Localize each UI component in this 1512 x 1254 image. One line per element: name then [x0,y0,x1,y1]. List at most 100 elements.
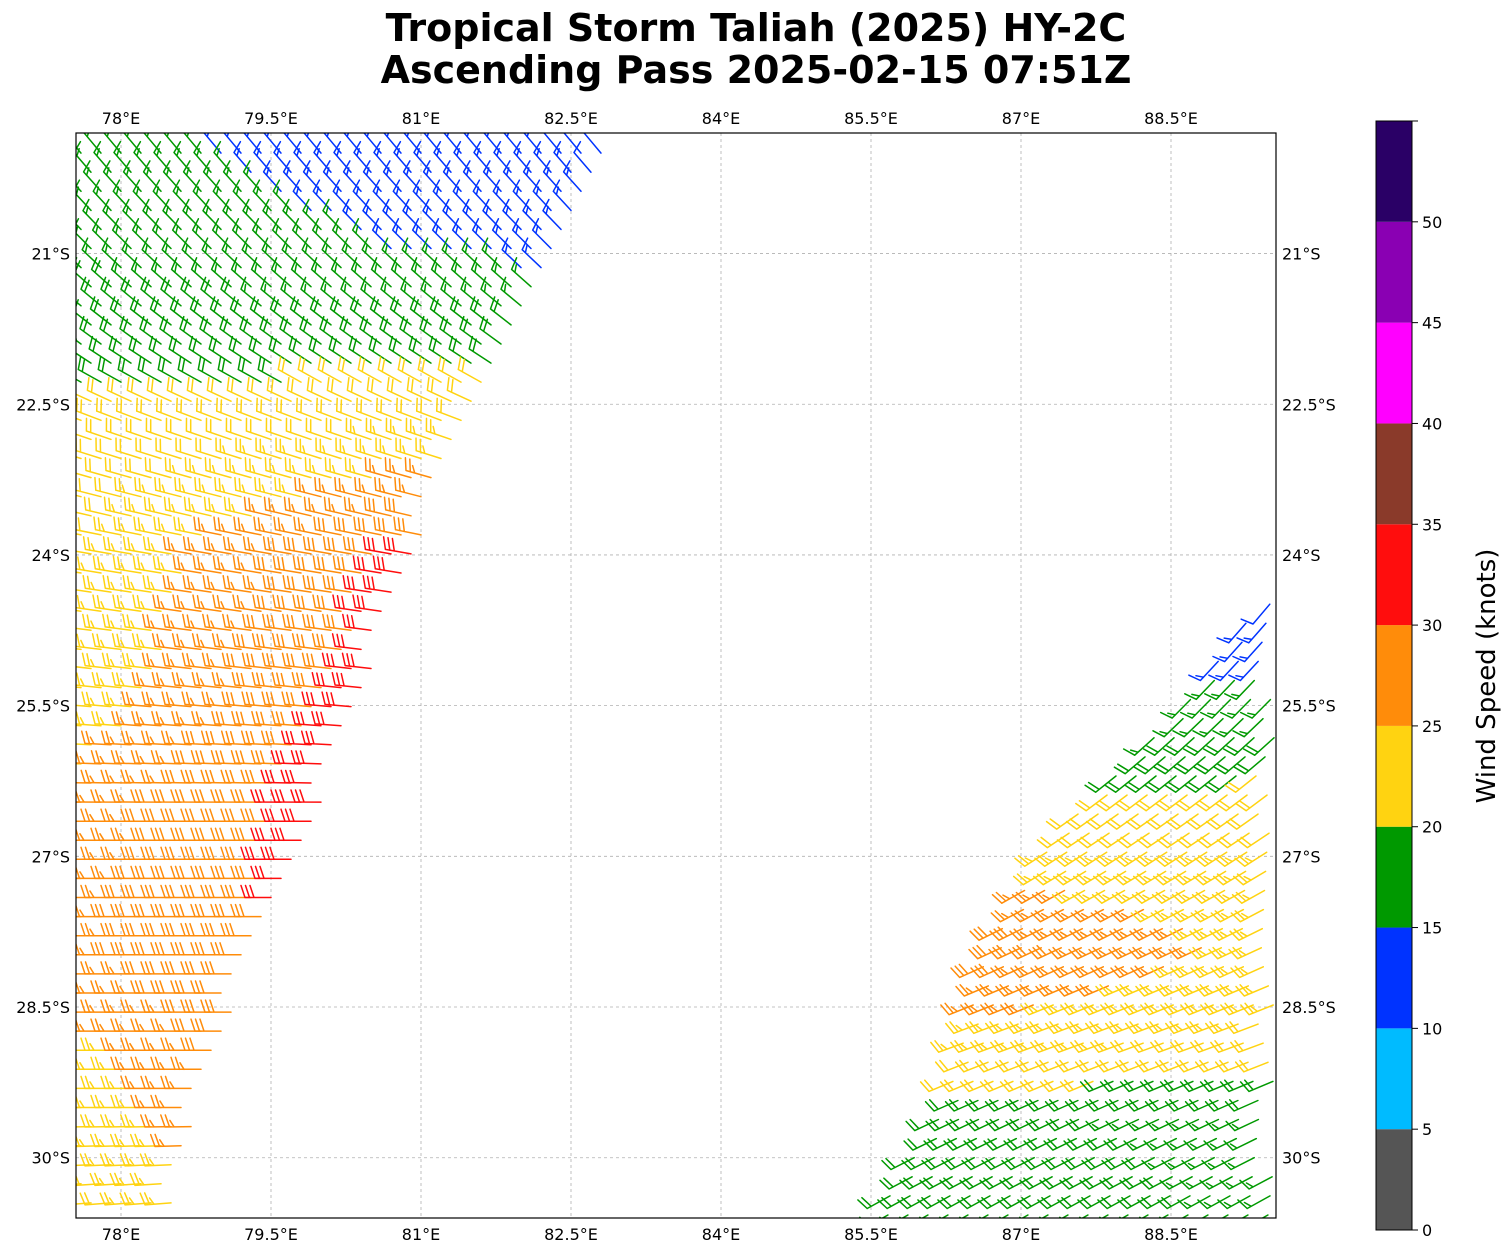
wind-barb [181,237,202,269]
wind-barb [1173,756,1206,775]
wind-barb [170,903,202,918]
wind-barb [1094,1059,1129,1073]
wind-barb [1099,1214,1129,1218]
wind-barb [190,827,222,842]
wind-barb [90,827,122,842]
wind-barb [510,257,532,288]
wind-barb [1133,756,1166,775]
wind-barb [76,633,102,651]
wind-barb [131,671,162,689]
wind-barb [481,237,502,269]
wind-barb [89,1172,122,1187]
wind-barb [162,613,192,632]
wind-barb [1125,1118,1160,1132]
wind-barb [189,296,212,326]
wind-barb [1240,603,1271,625]
wind-barb [919,1176,953,1190]
wind-barb [200,846,232,861]
wind-barb [76,338,92,364]
wind-barb [1055,984,1090,997]
wind-barb [1162,737,1195,756]
wind-barb [365,417,392,441]
wind-barb [172,555,202,574]
wind-barb [370,257,392,288]
wind-barb [1088,946,1122,960]
wind-barb [362,574,392,593]
wind-barb [371,218,392,250]
wind-barb [1188,660,1219,682]
wind-barb [190,980,222,994]
wind-barb [1081,1156,1115,1171]
wind-barb [531,218,552,250]
wind-barb [170,1056,202,1071]
wind-barb [290,750,322,765]
wind-barb [150,827,182,842]
wind-barb [1103,1137,1138,1151]
wind-barb [162,536,192,555]
wind-barb [1239,698,1272,719]
wind-barb [76,1056,102,1071]
wind-barb [941,1156,975,1171]
wind-barb [1191,889,1226,904]
wind-barb [375,397,402,422]
wind-barb [441,237,462,269]
wind-barb [171,671,202,689]
wind-barb [210,789,242,803]
wind-barb [1124,1099,1159,1112]
wind-barb [120,1037,152,1051]
wind-barb [231,710,262,727]
wind-barb [1189,927,1224,941]
wind-barb [1085,1118,1120,1132]
wind-barb [145,417,172,441]
wind-barb [80,999,112,1013]
wind-barb [1059,1079,1094,1093]
wind-barb [1145,1118,1180,1132]
wind-barb [970,1040,1004,1053]
wind-barb [242,613,272,632]
wind-barb [76,609,82,612]
wind-barb [1199,1079,1234,1093]
wind-barb [272,555,302,574]
wind-barb [120,769,152,784]
wind-barb [130,750,162,765]
wind-barb [270,750,302,765]
wind-barb [1142,737,1175,756]
wind-barb [150,903,182,918]
wind-barb [357,356,382,383]
wind-barb [292,594,322,612]
wind-barb [960,1002,994,1016]
wind-barb [76,1174,102,1187]
wind-barb [210,827,242,842]
wind-barb [1068,946,1102,960]
wind-barb [140,1037,172,1051]
wind-barb [81,652,112,670]
wind-barb [382,536,412,555]
wind-barb [229,296,252,326]
wind-barb [435,397,462,422]
wind-barb [220,884,252,899]
wind-barb [82,536,112,555]
wind-barb [1122,737,1155,756]
colorbar: 0 5 10 15 20 25 30 35 40 45 50 [1375,120,1442,1240]
wind-barb [1131,889,1166,904]
wind-barb [1130,908,1165,923]
wind-barb [301,652,332,670]
wind-barb [97,356,122,383]
wind-barb [341,237,362,269]
wind-barb [76,904,102,918]
wind-barb [934,1059,969,1073]
wind-barb [442,198,462,231]
wind-barb [355,437,382,460]
wind-barb [110,1056,142,1071]
wind-barb [110,980,142,994]
wind-barb [242,198,262,231]
wind-barb [76,1087,92,1090]
wind-barb [222,536,252,555]
wind-barb [394,476,422,498]
wind-barb [169,296,192,326]
wind-barb [140,922,172,937]
wind-barb [80,1114,112,1128]
wind-barb [408,335,432,364]
wind-barb [389,296,412,326]
wind-barb [381,237,402,269]
